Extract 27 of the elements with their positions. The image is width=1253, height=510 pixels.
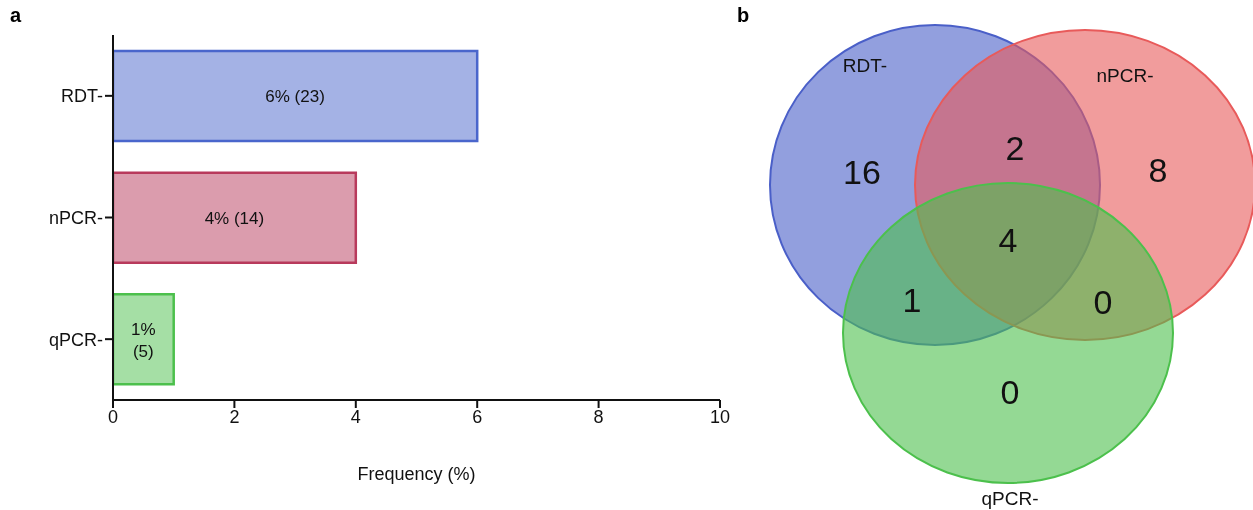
- x-tick-label: 4: [350, 406, 361, 427]
- text: 16: [843, 153, 881, 191]
- text: 8: [1148, 151, 1168, 189]
- bar: [113, 171, 358, 264]
- category-label: qPCR-: [981, 488, 1039, 509]
- data-label: 1% (5): [131, 320, 156, 362]
- category-label: nPCR-: [1096, 65, 1154, 86]
- text: b: [737, 4, 750, 27]
- y-tick-label: qPCR-: [48, 329, 103, 350]
- x-tick-label: 0: [107, 406, 119, 427]
- x-tick-label: 10: [709, 406, 731, 427]
- x-tick-label: 8: [593, 406, 604, 427]
- text: 2: [1005, 129, 1025, 167]
- x-axis-title: Frequency (%): [357, 464, 476, 484]
- x-tick-label: 2: [229, 406, 240, 427]
- y-tick-label: RDT-: [61, 86, 103, 107]
- bar: [113, 49, 479, 143]
- category-label: RDT-: [842, 55, 888, 76]
- text: 4: [998, 221, 1018, 259]
- text: 1: [902, 281, 922, 319]
- data-label: 4% (14): [204, 208, 265, 228]
- text: 0: [1093, 283, 1113, 321]
- data-label: 6% (23): [265, 87, 325, 106]
- bar: [113, 293, 175, 386]
- y-tick-label: nPCR-: [48, 207, 103, 228]
- chart-title: a: [10, 4, 22, 27]
- x-tick-label: 6: [472, 406, 483, 427]
